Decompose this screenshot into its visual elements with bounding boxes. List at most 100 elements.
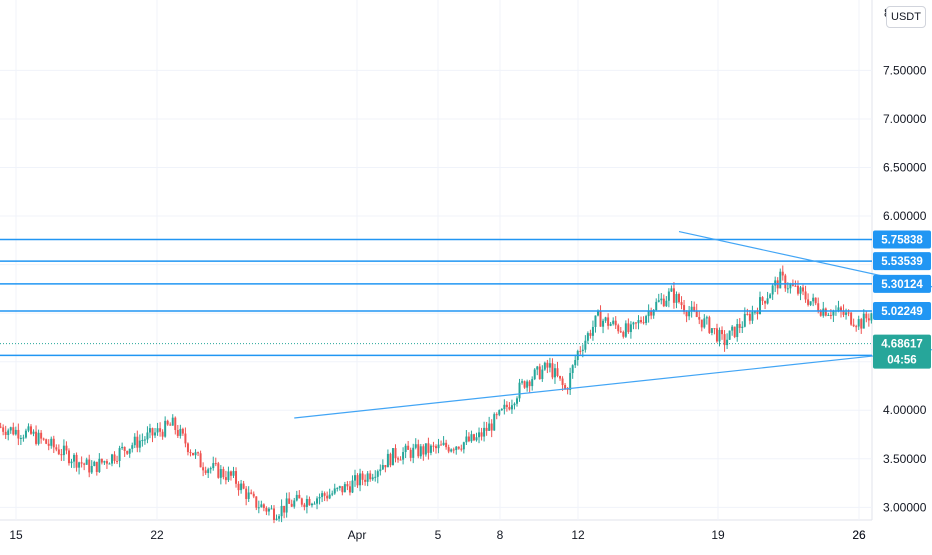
candle-body (769, 294, 772, 299)
candle-body (262, 504, 265, 508)
candle-body (108, 463, 111, 465)
candle-body (275, 518, 278, 520)
y-tick-label: 3.00000 (883, 500, 927, 514)
candle-body (832, 311, 835, 316)
candle-body (457, 446, 460, 449)
candle-body (88, 459, 91, 473)
candle-body (313, 503, 316, 505)
candle-body (305, 498, 308, 507)
candle-body (232, 471, 235, 476)
candle-body (354, 475, 356, 481)
candle-body (667, 291, 670, 301)
candle-body (143, 439, 146, 441)
candle-body (407, 445, 410, 450)
candle-body (278, 516, 281, 519)
candle-body (318, 497, 321, 499)
candle-body (273, 508, 275, 520)
candle-body (822, 308, 825, 316)
candle-body (655, 301, 658, 310)
candle-body (860, 319, 863, 329)
candle-body (715, 328, 718, 342)
candle-body (837, 307, 840, 311)
candle-body (270, 508, 273, 510)
candle-body (123, 446, 126, 451)
candle-body (252, 493, 255, 497)
candle-body (710, 328, 713, 333)
candle-body (817, 303, 820, 312)
candle-body (222, 469, 225, 478)
candle-body (4, 431, 7, 436)
candle-body (445, 442, 448, 448)
candle-body (389, 453, 392, 466)
candle-body (326, 495, 329, 499)
candle-body (485, 427, 488, 431)
candle-body (404, 445, 407, 453)
candle-body (379, 469, 382, 472)
candle-body (242, 483, 245, 489)
y-tick-label: 4.00000 (883, 403, 927, 417)
candle-body (586, 333, 589, 341)
candle-body (695, 310, 698, 318)
candle-body (845, 312, 848, 315)
candle-body (24, 430, 27, 438)
candle-body (700, 319, 703, 328)
candle-body (779, 271, 782, 289)
candle-body (189, 452, 192, 454)
candle-body (827, 314, 830, 316)
candle-body (538, 366, 541, 380)
candle-body (452, 449, 455, 451)
candle-body (604, 317, 607, 321)
candle-body (571, 365, 574, 374)
candle-body (186, 443, 189, 453)
candle-body (93, 461, 96, 467)
candle-body (224, 477, 227, 481)
candle-body (384, 465, 387, 468)
price-level-badge (873, 274, 931, 293)
candle-body (467, 436, 470, 442)
x-tick-label: 26 (852, 528, 866, 542)
candle-body (675, 294, 678, 303)
candle-body (465, 436, 468, 443)
candle-body (526, 381, 529, 388)
candle-body (566, 388, 569, 390)
candle-body (90, 466, 93, 473)
candle-body (424, 443, 427, 455)
candle-body (427, 443, 430, 453)
candle-body (804, 291, 807, 300)
candle-body (680, 302, 683, 306)
candle-body (369, 473, 372, 480)
x-tick-label: 15 (9, 528, 23, 542)
candle-body (548, 363, 551, 368)
candle-body (602, 320, 605, 327)
x-tick-label: Apr (348, 528, 367, 542)
candle-body (156, 428, 159, 433)
candle-body (169, 424, 172, 426)
candle-body (151, 428, 154, 436)
candle-body (721, 329, 724, 335)
candle-body (751, 311, 754, 321)
candle-body (812, 297, 815, 302)
currency-selector[interactable]: USDT (886, 6, 926, 28)
candle-body (371, 477, 374, 480)
candle-body (237, 483, 240, 491)
candle-body (103, 461, 106, 463)
candle-body (442, 442, 445, 445)
candle-body (333, 488, 336, 494)
candle-body (40, 432, 43, 439)
candle-body (528, 381, 531, 387)
candle-body (513, 403, 516, 406)
price-levels[interactable] (0, 238, 872, 357)
candle-body (546, 362, 549, 368)
candle-body (789, 284, 792, 289)
candle-body (98, 458, 101, 472)
candle-body (478, 432, 481, 438)
candle-body (564, 385, 567, 389)
candle-body (202, 467, 205, 471)
price-level-value: 5.53539 (881, 256, 923, 268)
candle-body (665, 300, 668, 307)
candle-body (475, 437, 478, 441)
candle-body (181, 428, 184, 434)
